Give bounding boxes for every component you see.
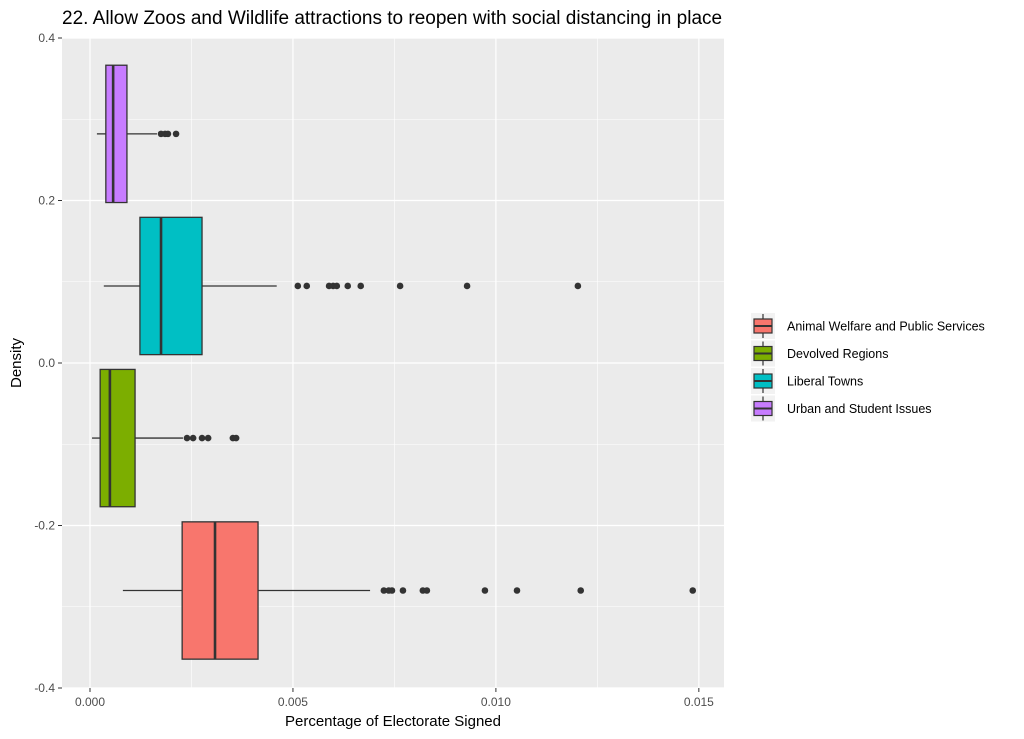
y-tick-label: -0.2: [34, 519, 55, 533]
outlier-point: [399, 587, 407, 594]
outlier-point: [574, 282, 582, 290]
legend-label: Animal Welfare and Public Services: [787, 320, 985, 334]
axes: 0.000 0.005 0.010 0.015 0.4 0.2 0.0 -0.2 -0.4: [34, 31, 714, 709]
legend-label: Urban and Student Issues: [787, 402, 932, 416]
outlier-point: [689, 587, 697, 594]
outlier-point: [463, 282, 471, 290]
outlier-point: [164, 130, 172, 138]
legend-label: Liberal Towns: [787, 375, 863, 389]
outlier-point: [232, 434, 240, 442]
outlier-point: [577, 587, 585, 594]
outlier-point: [204, 434, 212, 442]
chart-title: 22. Allow Zoos and Wildlife attractions …: [62, 8, 722, 29]
outlier-point: [344, 282, 352, 290]
outlier-point: [481, 587, 489, 594]
y-tick-label: 0.4: [38, 31, 55, 45]
gridlines: [62, 37, 724, 689]
x-tick-label: 0.000: [75, 695, 105, 709]
legend-label: Devolved Regions: [787, 347, 888, 361]
outlier-point: [189, 434, 197, 442]
box-iqr: [105, 64, 128, 204]
outlier-point: [198, 434, 206, 442]
x-tick-label: 0.015: [684, 695, 714, 709]
outlier-point: [333, 282, 341, 290]
y-tick-label: 0.0: [38, 356, 55, 370]
outlier-point: [423, 587, 431, 594]
outlier-point: [294, 282, 302, 290]
x-axis-label: Percentage of Electorate Signed: [285, 713, 501, 730]
boxes: [92, 64, 697, 660]
box-iqr: [181, 521, 259, 660]
box-iqr: [99, 368, 136, 508]
outlier-point: [172, 130, 180, 138]
y-tick-label: -0.4: [34, 681, 55, 695]
y-axis-label: Density: [8, 337, 25, 388]
outlier-point: [183, 434, 191, 442]
outlier-point: [396, 282, 404, 290]
legend: Animal Welfare and Public Services Devolv…: [751, 313, 985, 422]
outlier-point: [388, 587, 396, 594]
x-tick-label: 0.005: [278, 695, 308, 709]
x-tick-label: 0.010: [481, 695, 511, 709]
outlier-point: [513, 587, 521, 594]
outlier-point: [380, 587, 388, 594]
outlier-point: [357, 282, 365, 290]
y-tick-label: 0.2: [38, 194, 55, 208]
outlier-point: [303, 282, 311, 290]
box-iqr: [139, 216, 203, 356]
